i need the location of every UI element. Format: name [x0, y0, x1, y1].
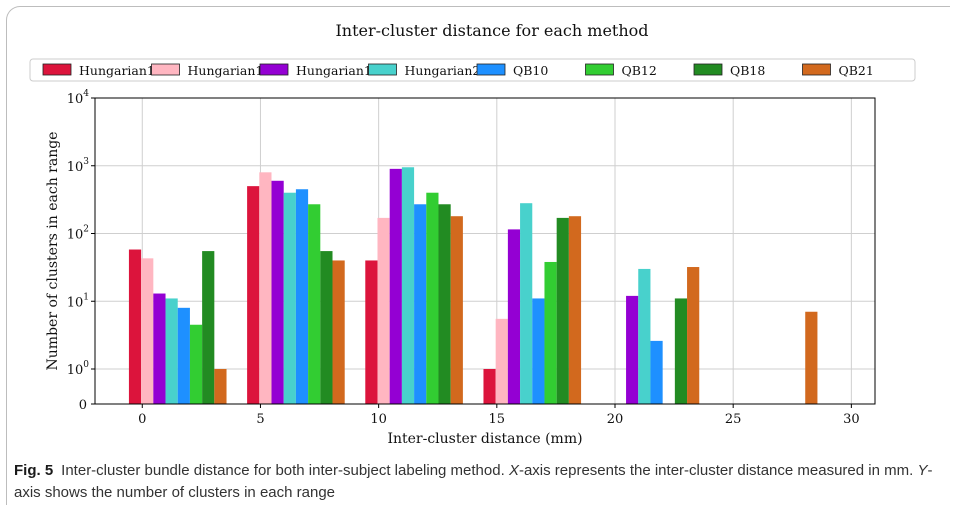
bar-hungarian21 — [638, 268, 651, 404]
x-tick-label: 20 — [607, 412, 624, 427]
caption-text-3: -axis shows the number of clusters in ea… — [14, 462, 933, 501]
legend-swatch-hungarian12 — [151, 63, 180, 76]
legend-swatch-qb18 — [693, 63, 723, 76]
figure-caption: Fig. 5 Inter-cluster bundle distance for … — [14, 460, 944, 504]
legend-label-hungarian21: Hungarian21 — [405, 63, 489, 78]
x-axis-ticks: 0 5 10 15 20 25 30 — [138, 404, 860, 427]
y-tick-label: 102 — [67, 225, 89, 243]
bar-qb18 — [438, 204, 451, 404]
x-tick-label: 10 — [370, 412, 387, 427]
legend-swatch-qb12 — [585, 63, 614, 76]
figure-frame — [6, 6, 950, 505]
y-tick-label: 101 — [67, 292, 89, 310]
bar-hungarian10 — [247, 186, 260, 404]
bar-qb12 — [544, 261, 557, 404]
bar-hungarian12 — [259, 172, 272, 404]
bar-qb10 — [295, 189, 309, 404]
legend-swatch-hungarian10 — [42, 63, 72, 76]
bar-qb10 — [650, 340, 663, 404]
legend-label-qb10: QB10 — [513, 63, 548, 78]
bar-qb21 — [568, 216, 582, 404]
y-tick-label: 100 — [67, 360, 90, 378]
bar-qb10 — [177, 307, 190, 404]
bar-qb21 — [214, 369, 227, 404]
chart-title: Inter-cluster distance for each method — [335, 21, 648, 40]
bar-hungarian12 — [377, 217, 390, 404]
bar-hungarian18 — [389, 168, 402, 404]
bar-qb21 — [687, 267, 700, 404]
bar-qb21 — [332, 260, 345, 404]
y-tick-label: 0 — [79, 398, 87, 413]
caption-label: Fig. 5 — [14, 462, 54, 479]
x-tick-label: 5 — [256, 412, 264, 427]
bar-hungarian10 — [128, 249, 142, 404]
y-tick-label: 104 — [67, 89, 90, 107]
y-axis-label: Number of clusters in each range — [45, 132, 61, 371]
bar-hungarian12 — [495, 318, 508, 404]
bars — [128, 167, 818, 404]
legend-label-hungarian10: Hungarian10 — [79, 63, 163, 78]
bar-qb21 — [450, 216, 463, 404]
legend-swatch-hungarian18 — [259, 63, 289, 76]
caption-y-word: Y — [917, 462, 928, 479]
bar-hungarian18 — [153, 293, 166, 404]
bar-hungarian21 — [401, 167, 415, 404]
bar-hungarian18 — [507, 229, 521, 404]
legend-label-qb12: QB12 — [622, 63, 657, 78]
bar-qb18 — [556, 217, 569, 404]
legend-swatch-hungarian21 — [368, 63, 397, 76]
legend-swatch-qb10 — [476, 63, 506, 76]
bar-qb18 — [320, 251, 333, 404]
chart: Inter-cluster distance for each method H… — [29, 21, 916, 447]
bar-hungarian10 — [483, 369, 496, 404]
bar-qb12 — [426, 192, 439, 404]
legend-label-qb18: QB18 — [730, 63, 765, 78]
bar-qb12 — [189, 324, 203, 404]
bar-qb12 — [308, 204, 321, 404]
bar-hungarian10 — [365, 260, 378, 404]
x-tick-label: 15 — [489, 412, 506, 427]
bar-qb21 — [805, 311, 818, 404]
bar-hungarian18 — [626, 295, 639, 404]
legend-label-hungarian12: Hungarian12 — [188, 63, 272, 78]
bar-hungarian12 — [141, 258, 154, 404]
x-axis-label: Inter-cluster distance (mm) — [387, 431, 582, 447]
bar-hungarian21 — [165, 298, 178, 404]
x-tick-label: 30 — [843, 412, 860, 427]
bar-qb10 — [414, 204, 427, 404]
bar-hungarian21 — [520, 203, 533, 404]
bar-qb18 — [674, 298, 688, 404]
legend-label-qb21: QB21 — [839, 63, 874, 78]
y-tick-label: 103 — [67, 157, 90, 175]
y-axis-ticks: 0 100 101 102 103 104 — [67, 89, 95, 413]
caption-text-2: -axis represents the inter-cluster dista… — [518, 462, 918, 479]
plot-frame — [94, 97, 876, 405]
caption-x-word: X — [508, 462, 519, 479]
x-tick-label: 25 — [725, 412, 742, 427]
bar-hungarian18 — [271, 180, 284, 404]
legend-swatch-qb21 — [802, 63, 831, 76]
legend: Hungarian10 Hungarian12 Hungarian18 Hungari… — [29, 58, 916, 82]
caption-text-1: Inter-cluster bundle distance for both i… — [61, 462, 509, 479]
bar-qb10 — [532, 298, 545, 404]
x-tick-label: 0 — [138, 412, 146, 427]
bar-hungarian21 — [283, 192, 296, 404]
legend-label-hungarian18: Hungarian18 — [296, 63, 380, 78]
bar-qb18 — [202, 251, 215, 404]
